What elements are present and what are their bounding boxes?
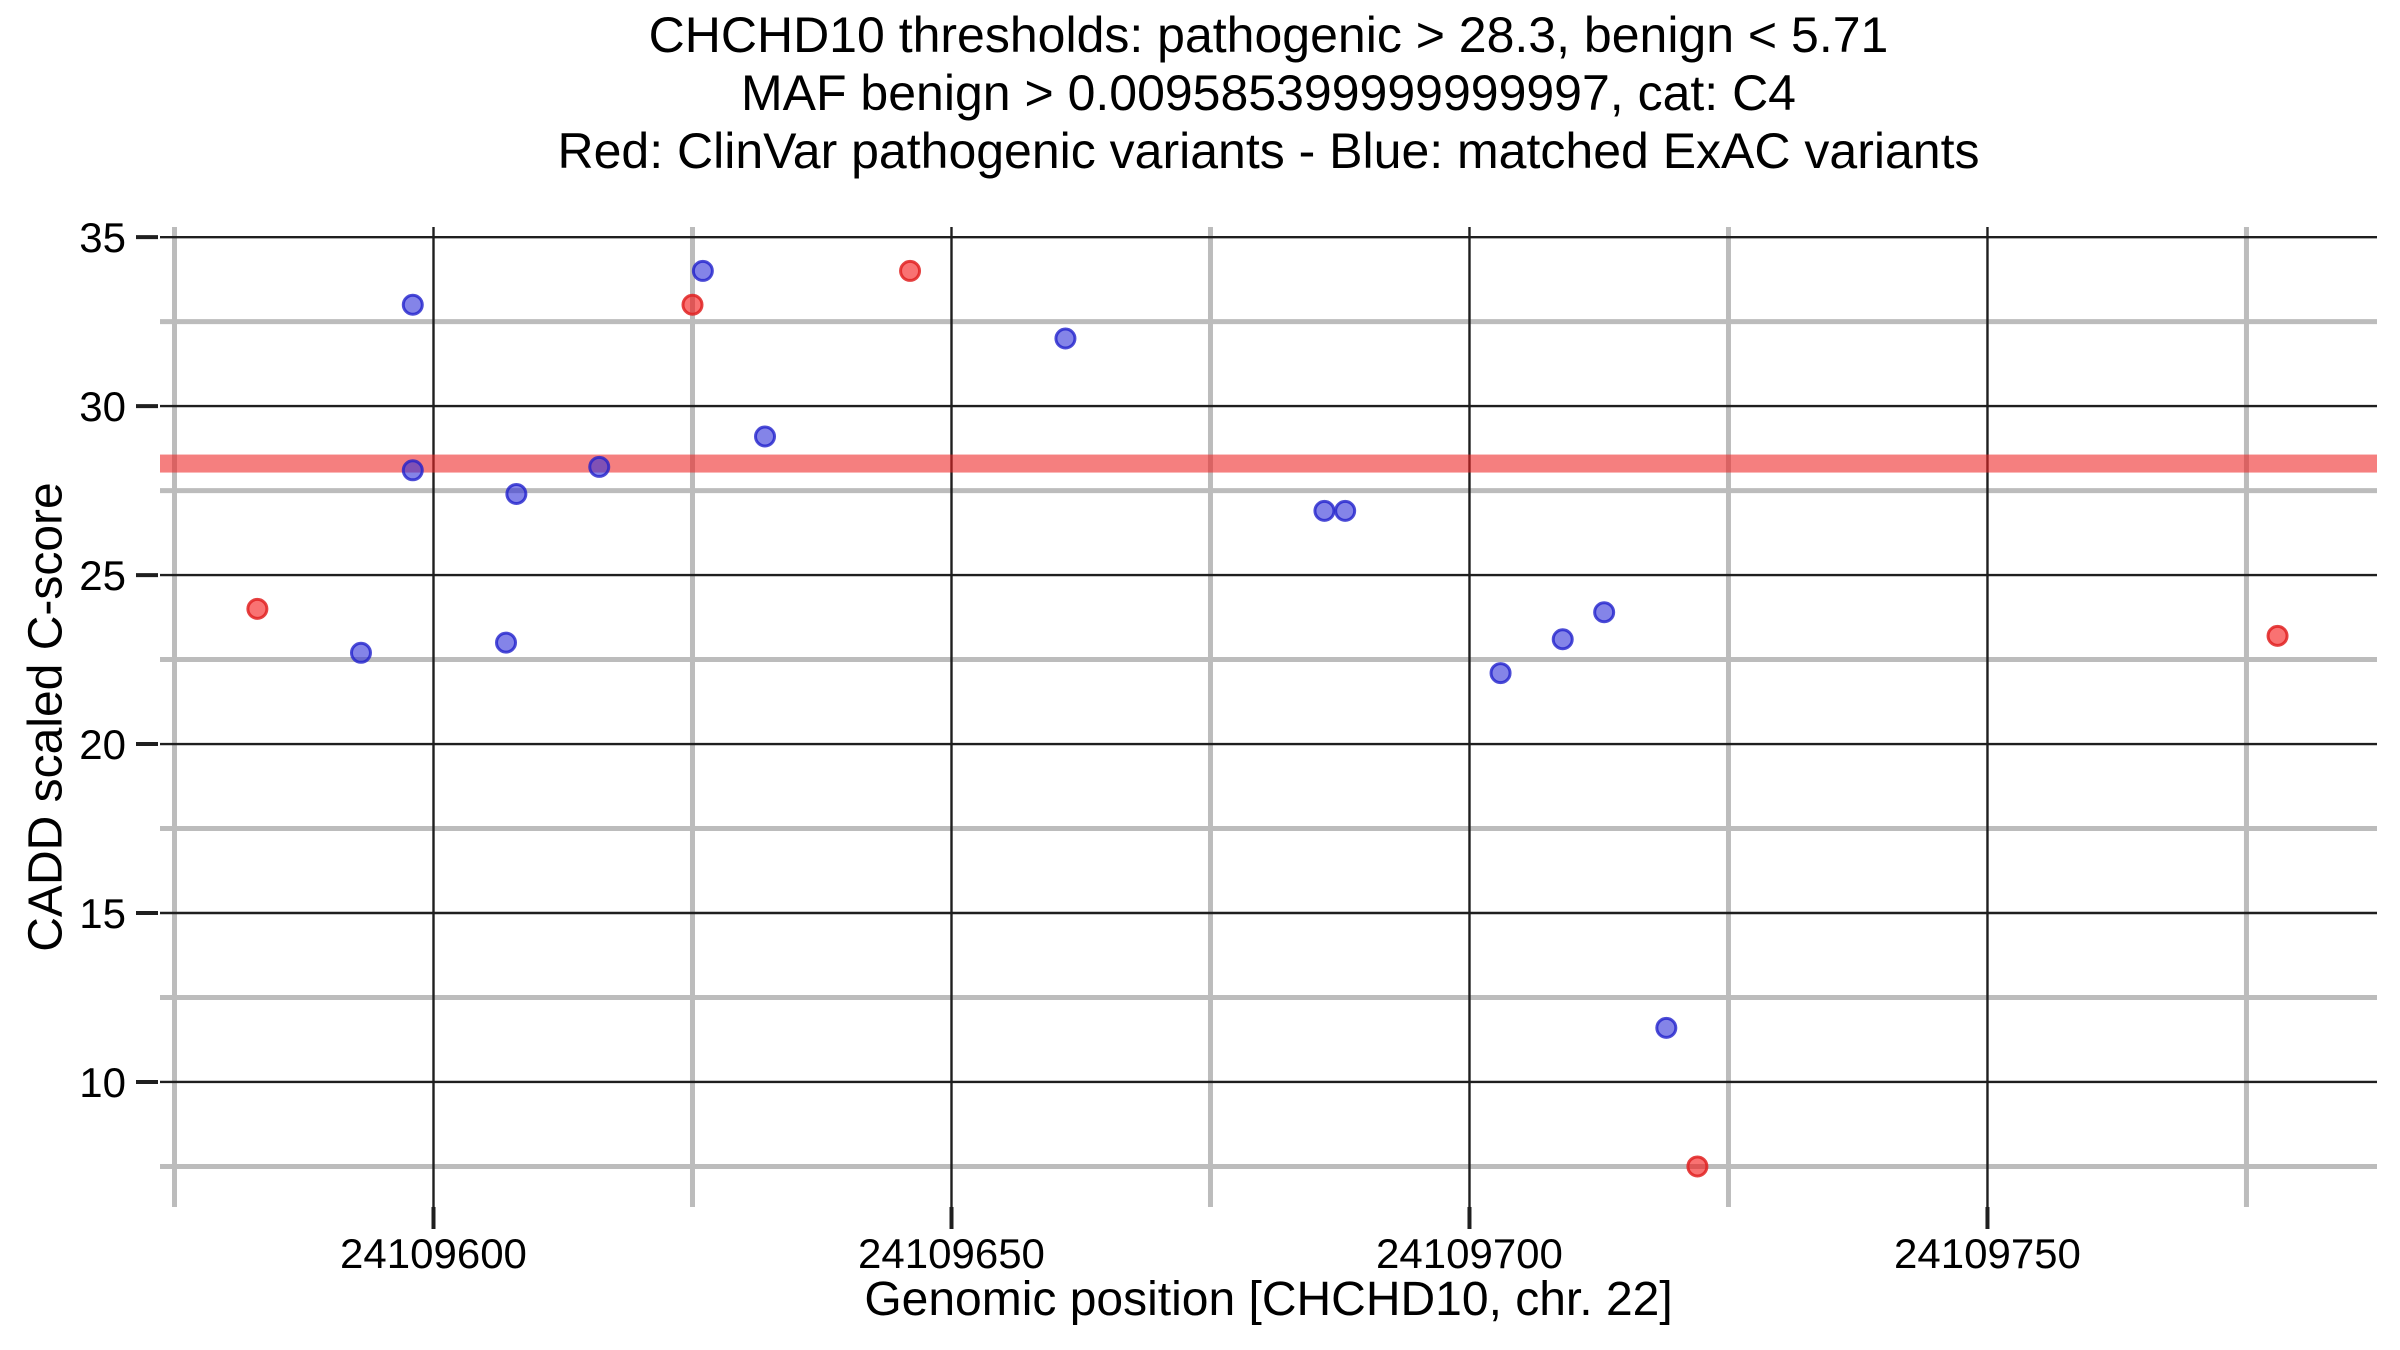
- exac-matched-point: [1551, 628, 1574, 651]
- plot-title-line-1: CHCHD10 thresholds: pathogenic > 28.3, b…: [648, 7, 1889, 63]
- y-axis-tick-label: 10: [79, 1059, 126, 1106]
- exac-matched-point: [1489, 662, 1512, 685]
- exac-matched-point: [1655, 1016, 1678, 1039]
- clinvar-pathogenic-point: [246, 597, 269, 620]
- clinvar-pathogenic-point: [2266, 624, 2289, 647]
- exac-matched-point: [349, 641, 372, 664]
- exac-matched-point: [495, 631, 518, 654]
- exac-matched-point: [1313, 499, 1336, 522]
- clinvar-pathogenic-point: [1686, 1155, 1709, 1178]
- x-axis-tick-label: 24109650: [858, 1230, 1045, 1277]
- plot-title-line-3: Red: ClinVar pathogenic variants - Blue:…: [557, 123, 1980, 179]
- plot-title-line-2: MAF benign > 0.009585399999999997, cat: …: [741, 65, 1796, 121]
- y-axis-tick-label: 20: [79, 721, 126, 768]
- y-axis-tick-label: 30: [79, 383, 126, 430]
- plot-title: CHCHD10 thresholds: pathogenic > 28.3, b…: [160, 6, 2377, 180]
- clinvar-pathogenic-point: [899, 259, 922, 282]
- x-axis-tick-label: 24109750: [1894, 1230, 2081, 1277]
- exac-matched-point: [754, 425, 777, 448]
- pathogenic-threshold-band: [160, 454, 2377, 473]
- exac-matched-point: [691, 259, 714, 282]
- clinvar-pathogenic-point: [681, 293, 704, 316]
- exac-matched-point: [401, 459, 424, 482]
- y-axis-title: CADD scaled C-score: [19, 482, 73, 952]
- exac-matched-point: [401, 293, 424, 316]
- exac-matched-point: [1593, 601, 1616, 624]
- y-axis-tick-label: 25: [79, 552, 126, 599]
- exac-matched-point: [588, 455, 611, 478]
- y-axis-tick-label: 15: [79, 890, 126, 937]
- exac-matched-point: [1054, 327, 1077, 350]
- x-axis-title: Genomic position [CHCHD10, chr. 22]: [864, 1273, 1673, 1326]
- exac-matched-point: [505, 482, 528, 505]
- x-axis-tick-label: 24109700: [1376, 1230, 1563, 1277]
- x-axis-tick-label: 24109600: [340, 1230, 527, 1277]
- y-axis-tick-label: 35: [79, 214, 126, 261]
- exac-matched-point: [1334, 499, 1357, 522]
